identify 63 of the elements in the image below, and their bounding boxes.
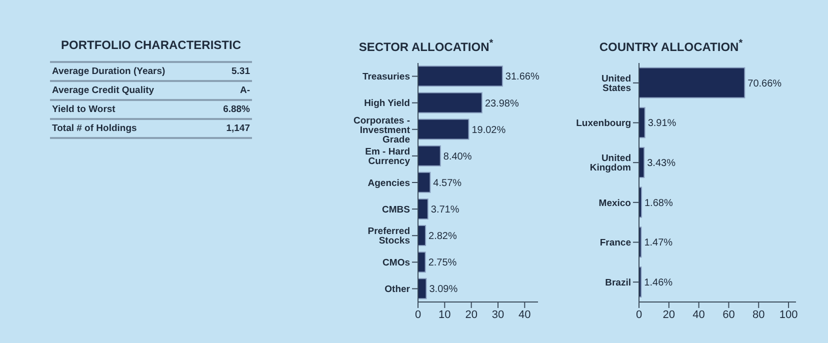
bar [418, 252, 426, 273]
bar [418, 66, 503, 87]
bar [639, 67, 746, 98]
y-tick-label: Agencies [368, 178, 410, 189]
y-tick-label: Em - Hard Currency [365, 146, 411, 168]
text: Average Duration (Years) [52, 66, 166, 77]
x-tick-label: 100 [779, 308, 798, 321]
text: 5.31 [232, 66, 250, 77]
data-label: 19.02% [472, 124, 506, 136]
x-tick-label: 20 [465, 308, 478, 321]
data-label: 2.75% [428, 258, 457, 269]
y-tick-label: United States [601, 74, 632, 94]
y-tick-label: Treasuries [362, 72, 410, 83]
x-tick-label: 80 [752, 308, 765, 321]
text: Yield to Worst [52, 104, 116, 115]
x-tick-label: 10 [438, 308, 451, 321]
data-label: 3.43% [647, 158, 676, 169]
text: Total # of Holdings [52, 123, 137, 134]
data-label: 8.40% [443, 151, 472, 162]
x-tick-label: 30 [492, 308, 504, 321]
bar [418, 172, 431, 193]
data-label: 70.66% [748, 78, 782, 90]
data-label: 1.68% [644, 198, 673, 209]
y-tick-label: CMBS [382, 204, 410, 216]
y-tick-label: United Kingdom [590, 153, 632, 174]
y-tick-label: Corporates - Investment Grade [354, 115, 411, 146]
bar [418, 225, 426, 246]
x-tick-label: 0 [636, 308, 642, 321]
data-label: 3.91% [648, 118, 676, 130]
chart-title: COUNTRY ALLOCATION$^{*}$ [598, 38, 744, 54]
data-label: 1.47% [644, 238, 673, 249]
text: 6.88% [223, 104, 250, 115]
x-tick-label: 40 [518, 308, 531, 321]
y-tick-label: Other [384, 284, 410, 296]
y-tick-label: Mexico [598, 198, 632, 209]
x-tick-label: 20 [662, 308, 676, 321]
text: Average Credit Quality [52, 85, 154, 96]
data-label: 23.98% [484, 98, 519, 110]
y-tick-label: France [600, 238, 631, 249]
x-tick-label: 60 [722, 308, 735, 321]
text: PORTFOLIO CHARACTERISTIC [60, 38, 242, 52]
text: 1,147 [226, 123, 250, 134]
bar [639, 107, 646, 138]
y-tick-label: Luxenbourg [576, 118, 632, 130]
x-tick-label: 0 [414, 308, 422, 321]
bar [418, 278, 427, 300]
y-tick-label: High Yield [364, 98, 410, 110]
y-tick-label: Preferred Stocks [368, 226, 410, 247]
data-label: 3.71% [430, 204, 460, 216]
data-label: 4.57% [433, 178, 462, 189]
y-tick-label: CMOs [382, 258, 410, 269]
x-tick-label: 40 [692, 308, 705, 321]
data-label: 1.46% [644, 277, 673, 288]
y-tick-label: Brazil [605, 277, 631, 288]
bar [418, 145, 441, 166]
data-label: 2.82% [428, 231, 457, 242]
data-label: 31.66% [505, 72, 540, 83]
chart-title: SECTOR ALLOCATION$^{*}$ [358, 38, 494, 54]
bar [418, 92, 482, 114]
bar [418, 118, 470, 140]
text: A- [240, 85, 250, 96]
bar [418, 198, 428, 220]
data-label: 3.09% [429, 284, 458, 296]
